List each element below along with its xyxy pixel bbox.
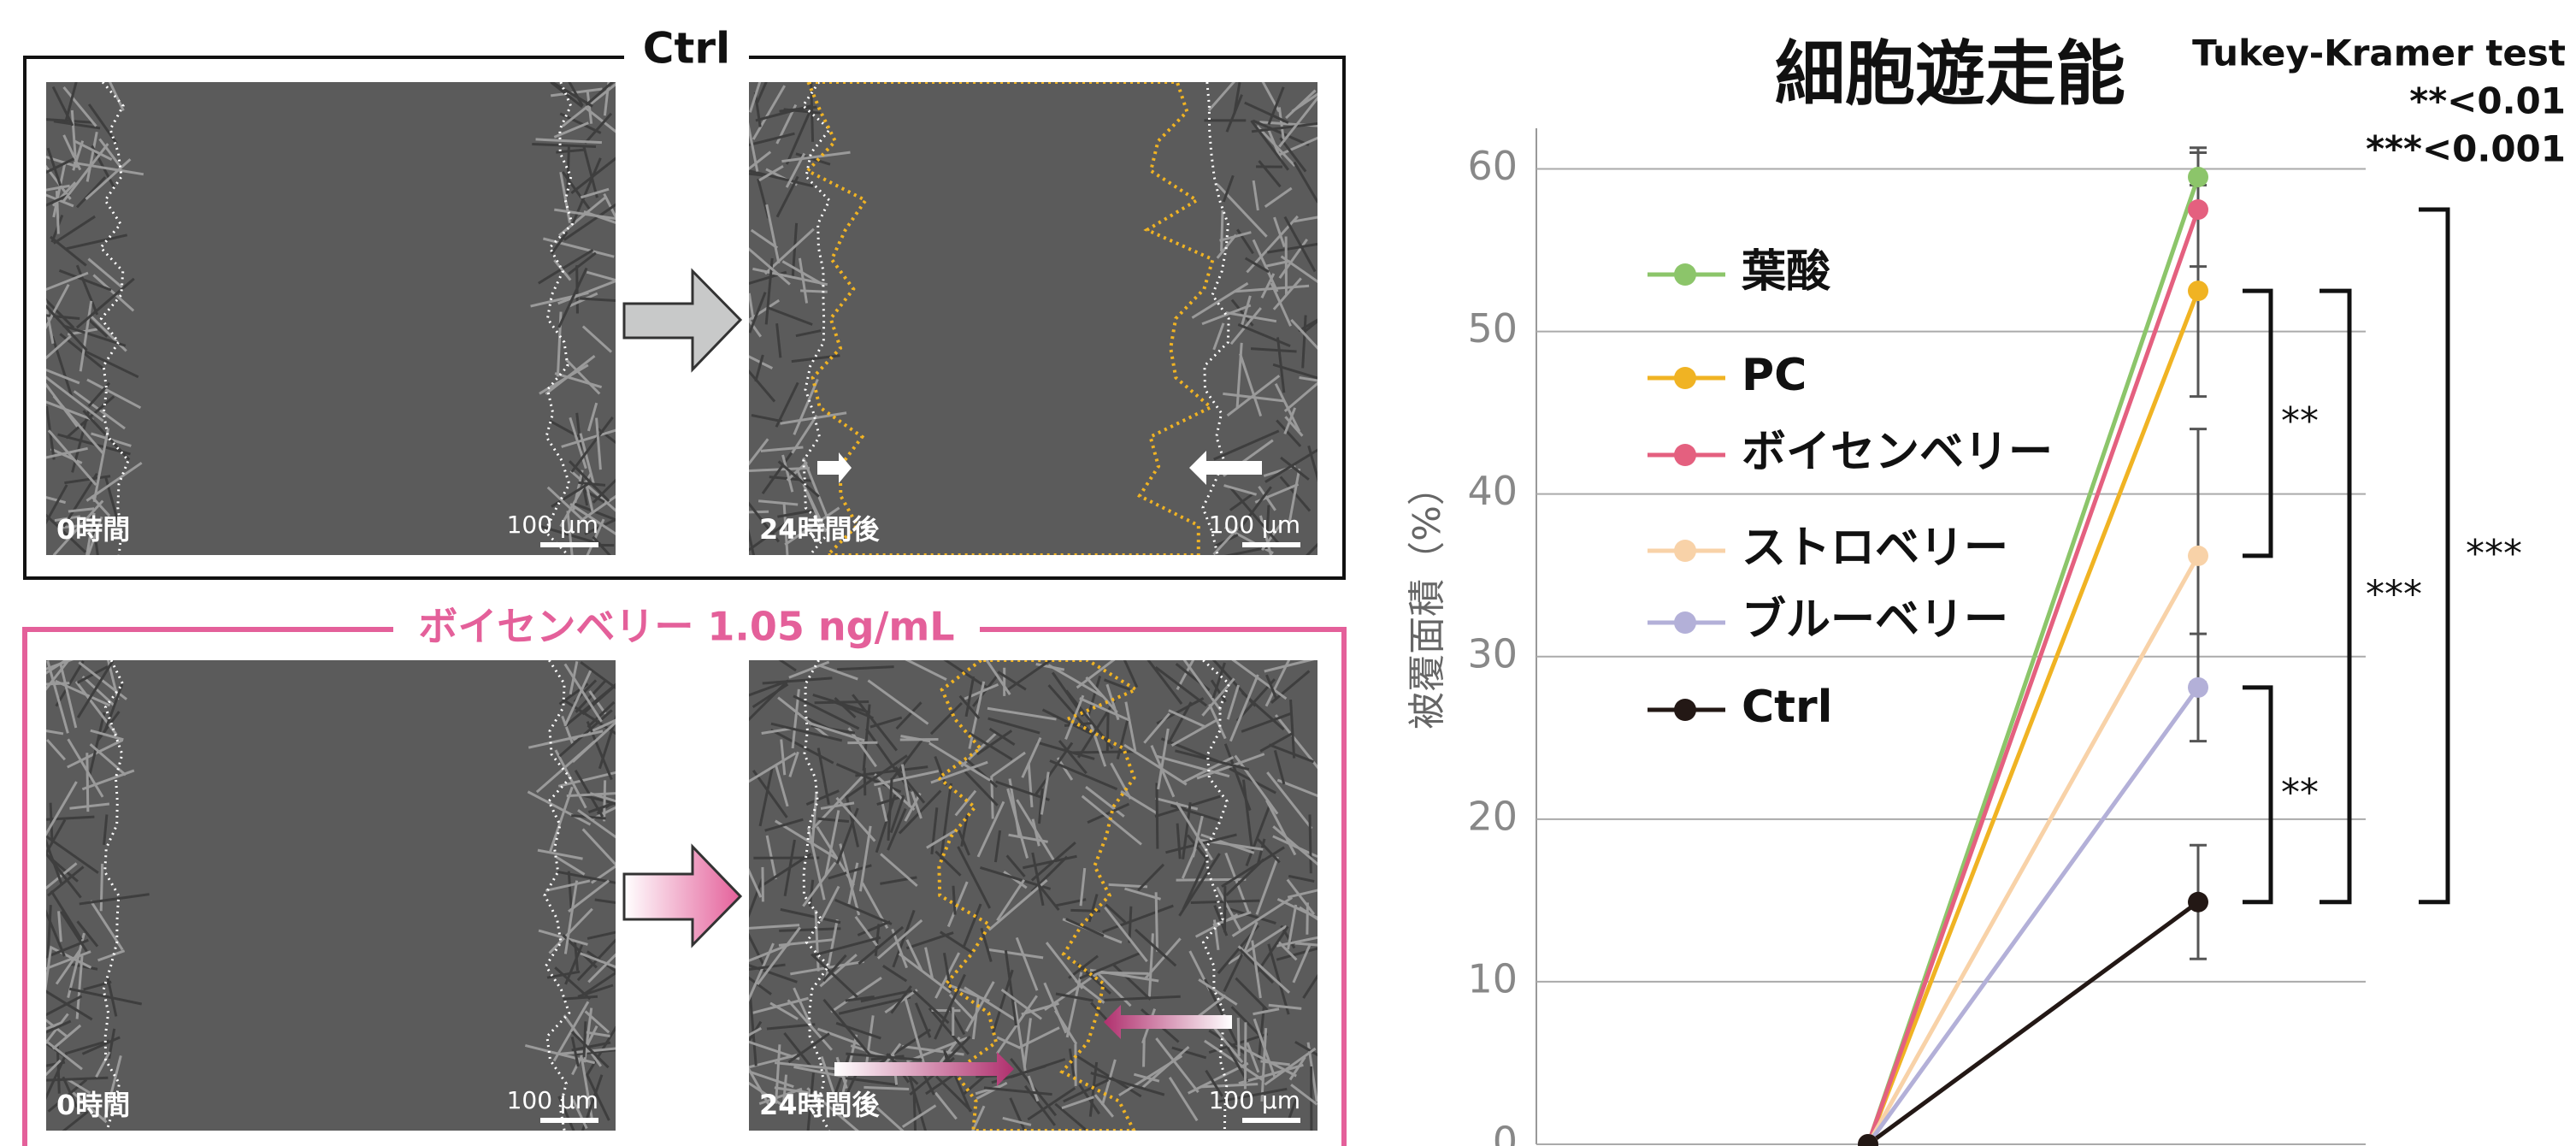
- test-note: **<0.01: [2409, 80, 2566, 122]
- marker: [2188, 546, 2208, 566]
- image-bg: [46, 82, 616, 555]
- cell: [1222, 210, 1223, 251]
- time-label: 0時間: [56, 513, 130, 546]
- test-note: ***<0.001: [2366, 128, 2566, 170]
- marker: [2188, 167, 2208, 187]
- scale-label: 100 μm: [507, 511, 598, 539]
- marker: [2188, 281, 2208, 301]
- significance-label: **: [2281, 399, 2319, 443]
- test-note: Tukey-Kramer test: [2192, 32, 2566, 74]
- significance-label: ***: [2366, 572, 2422, 616]
- legend-marker: [1674, 611, 1696, 634]
- cell: [584, 1021, 586, 1057]
- legend-marker: [1674, 367, 1696, 389]
- series-line: [1868, 210, 2198, 1144]
- series-line: [1868, 902, 2198, 1144]
- legend-label: Ctrl: [1742, 682, 1833, 733]
- time-label: 24時間後: [759, 1089, 881, 1121]
- cell: [1238, 1018, 1239, 1056]
- significance-label: **: [2281, 771, 2319, 814]
- y-tick-label: 10: [1467, 955, 1518, 1001]
- time-label: 24時間後: [759, 513, 881, 546]
- cell: [1307, 902, 1308, 934]
- y-tick-label: 60: [1467, 143, 1518, 189]
- cell: [1310, 814, 1311, 873]
- legend-marker: [1674, 444, 1696, 466]
- legend-marker: [1674, 699, 1696, 721]
- legend-marker: [1674, 540, 1696, 562]
- series-line: [1868, 688, 2198, 1144]
- legend-label: ストロベリー: [1742, 523, 2008, 574]
- micrograph: [730, 637, 1347, 1146]
- y-tick-label: 40: [1467, 468, 1518, 514]
- significance-bracket: [2243, 688, 2271, 902]
- cell: [1245, 1022, 1246, 1089]
- y-tick-label: 30: [1467, 630, 1518, 676]
- cell: [87, 753, 88, 812]
- legend-label: ブルーベリー: [1742, 594, 2008, 646]
- significance-label: ***: [2466, 532, 2522, 576]
- cell: [864, 768, 865, 795]
- panel-title: ボイセンベリー 1.05 ng/mL: [418, 604, 954, 650]
- arrow: [624, 847, 740, 945]
- figure: Ctrl ボイセンベリー 1.05 ng/mL 0時間 100 μm 24時間後 10…: [0, 0, 2576, 1146]
- cell: [1157, 783, 1158, 848]
- scale-label: 100 μm: [1209, 511, 1300, 539]
- cell: [568, 147, 569, 194]
- micrograph: [727, 58, 1343, 580]
- legend-marker: [1674, 263, 1696, 286]
- page: Ctrl ボイセンベリー 1.05 ng/mL 0時間 100 μm 24時間後 10…: [0, 0, 2576, 1146]
- legend-label: ボイセンベリー: [1742, 427, 2053, 478]
- time-label: 0時間: [56, 1089, 130, 1121]
- legend-label: 葉酸: [1741, 246, 1831, 298]
- marker: [2188, 199, 2208, 220]
- marker: [2188, 892, 2208, 913]
- cell: [56, 191, 58, 233]
- micrographs: 0時間 100 μm 24時間後 100 μm 0時間 100 μm 24時間後 100 μm: [20, 55, 1347, 1146]
- image-bg: [749, 82, 1317, 555]
- cell: [101, 864, 102, 911]
- y-tick-label: 20: [1467, 793, 1518, 839]
- cell: [1156, 892, 1157, 951]
- cell: [604, 780, 605, 821]
- cell: [1107, 712, 1108, 753]
- significance-bracket: [2419, 210, 2448, 902]
- micrograph: [24, 55, 649, 585]
- significance-bracket: [2243, 291, 2271, 556]
- y-tick-label: 50: [1467, 305, 1518, 351]
- chart-title: 細胞遊走能: [1775, 33, 2125, 115]
- scale-label: 100 μm: [507, 1086, 598, 1114]
- cell: [953, 886, 955, 915]
- y-axis-label: 被覆面積（%）: [1406, 468, 1449, 730]
- y-tick-label: 0: [1493, 1119, 1518, 1146]
- scale-label: 100 μm: [1209, 1086, 1300, 1114]
- marker: [2188, 677, 2208, 698]
- panel-title: Ctrl: [643, 24, 730, 74]
- arrow: [624, 271, 740, 369]
- legend-label: PC: [1742, 350, 1807, 401]
- micrograph: [20, 643, 642, 1139]
- significance-bracket: [2320, 291, 2349, 902]
- series-line: [1868, 291, 2198, 1144]
